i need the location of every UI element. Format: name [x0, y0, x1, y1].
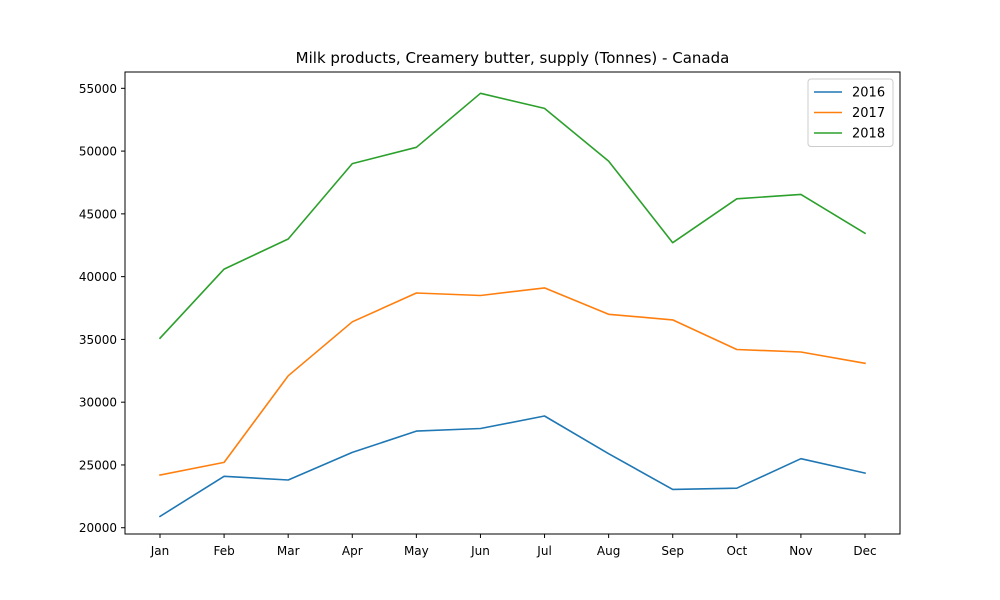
legend-label-2016: 2016: [852, 86, 885, 101]
y-tick-label: 25000: [79, 458, 117, 472]
x-tick-label: Feb: [213, 544, 234, 558]
y-tick-label: 50000: [79, 145, 117, 159]
series-line-2016: [158, 415, 866, 518]
series-line-2018: [158, 92, 867, 340]
legend-label-2018: 2018: [852, 127, 885, 142]
y-tick-label: 30000: [79, 396, 117, 410]
series-layer: [158, 92, 867, 518]
y-tick-label: 20000: [79, 521, 117, 535]
y-axis: 20000 25000 30000 35000 40000 45000 50000 55000: [79, 82, 125, 535]
series-line-2017: [159, 287, 866, 476]
y-tick-label: 45000: [79, 207, 117, 221]
x-tick-label: Nov: [789, 544, 812, 558]
x-tick-label: Sep: [661, 544, 684, 558]
x-tick-label: Jan: [150, 544, 170, 558]
x-tick-label: Apr: [342, 544, 363, 558]
y-tick-label: 40000: [79, 270, 117, 284]
x-axis: Jan Feb Mar Apr May Jun Jul Aug Sep Oct Nov Dec: [150, 534, 877, 558]
y-tick-label: 55000: [79, 82, 117, 96]
legend: 2016 2017 2018: [807, 78, 894, 147]
x-tick-label: Jun: [470, 544, 490, 558]
x-tick-label: Mar: [277, 544, 300, 558]
legend-box: [807, 78, 894, 147]
x-tick-label: Jul: [536, 544, 551, 558]
plot-area-frame: [124, 71, 901, 535]
legend-label-2017: 2017: [852, 106, 885, 121]
x-tick-label: Oct: [726, 544, 747, 558]
x-tick-label: May: [404, 544, 429, 558]
y-tick-label: 35000: [79, 333, 117, 347]
x-tick-label: Dec: [853, 544, 876, 558]
x-tick-label: Aug: [597, 544, 620, 558]
chart-title: Milk products, Creamery butter, supply (…: [296, 49, 730, 67]
